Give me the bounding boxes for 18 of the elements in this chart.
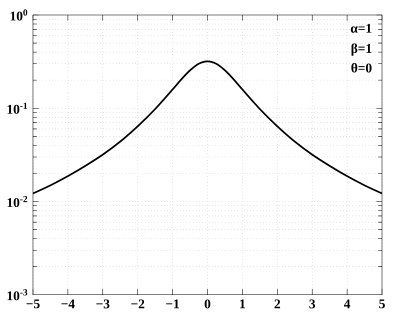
y-tick-label: 10$^{0}$ xyxy=(10,10,28,21)
x-tick-label: 3 xyxy=(309,300,316,309)
x-tick-label: 1 xyxy=(240,300,246,308)
x-tick-label: −2 xyxy=(131,300,144,308)
x-tick-label: 0 xyxy=(204,300,210,309)
y-tick-label: 10$^{-3}$ xyxy=(8,289,28,300)
y-tick-label: 10$^{-1}$ xyxy=(8,102,28,114)
annotation: θ=0 xyxy=(351,63,372,73)
annotation: α=1 xyxy=(350,24,372,33)
x-tick-label: 2 xyxy=(274,300,280,308)
x-tick-label: −5 xyxy=(26,300,40,308)
x-tick-label: −1 xyxy=(166,300,180,308)
annotation: β=1 xyxy=(352,44,372,56)
x-tick-label: −4 xyxy=(61,300,75,308)
x-tick-label: 5 xyxy=(379,300,385,308)
x-tick-label: 4 xyxy=(344,300,350,308)
y-tick-label: 10$^{-2}$ xyxy=(8,196,28,208)
x-tick-label: −3 xyxy=(96,300,110,309)
